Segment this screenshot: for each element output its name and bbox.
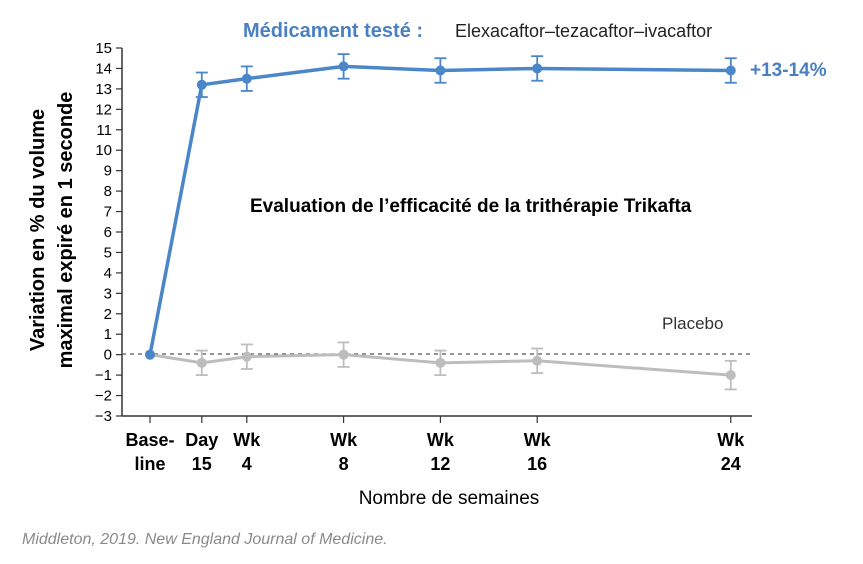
y-tick-label: 12: [95, 101, 112, 118]
x-tick-label-bottom: line: [134, 454, 165, 474]
drug-point: [196, 79, 207, 90]
y-tick-label: 4: [104, 265, 112, 282]
y-tick-label: 7: [104, 204, 112, 221]
placebo-point: [241, 351, 252, 362]
y-tick-label: 1: [104, 326, 112, 343]
x-tick-label-bottom: 16: [527, 454, 547, 474]
y-tick-label: 11: [96, 122, 112, 139]
x-tick-label-bottom: 12: [430, 454, 450, 474]
y-tick-label: −2: [95, 388, 112, 405]
y-axis-label-line-1: Variation en % du volume: [27, 109, 49, 351]
y-tick-label: 8: [104, 183, 112, 200]
header-label: Médicament testé :: [243, 20, 423, 42]
drug-point: [435, 65, 446, 76]
x-tick-label-bottom: 8: [339, 454, 349, 474]
x-axis-label: Nombre de semaines: [359, 488, 540, 509]
y-axis-label-line-2: maximal expiré en 1 seconde: [55, 92, 77, 369]
y-tick-label: 5: [104, 244, 112, 261]
y-tick-label: 9: [104, 163, 112, 180]
y-tick-label: 15: [95, 40, 112, 57]
chart-title: Evaluation de l’efficacité de la trithér…: [250, 196, 692, 217]
x-tick-label-top: Day: [185, 430, 218, 450]
x-tick-label-bottom: 24: [721, 454, 741, 474]
y-tick-label: 6: [104, 224, 112, 241]
placebo-point: [196, 357, 207, 368]
x-ticks: Base-line Day 15 Wk 4 Wk 8 Wk 12 Wk 16 Wk 24: [125, 416, 745, 474]
y-tick-label: 13: [95, 81, 112, 98]
x-tick-label-bottom: 15: [192, 454, 212, 474]
y-tick-label: 3: [104, 285, 112, 302]
x-tick-label-top: Wk: [524, 430, 552, 450]
x-tick-label-top: Wk: [330, 430, 358, 450]
drug-point: [532, 63, 543, 74]
drug-point: [338, 61, 349, 72]
x-tick-label-bottom: 4: [242, 454, 252, 474]
y-tick-label: 14: [95, 60, 112, 77]
y-tick-label: −1: [95, 367, 112, 384]
drug-point: [725, 65, 736, 76]
placebo-point: [338, 349, 349, 360]
drug-point: [145, 349, 155, 360]
drug-end-label: +13-14%: [750, 60, 827, 81]
placebo-point: [435, 357, 446, 368]
y-tick-label: 2: [104, 306, 112, 323]
y-tick-label: 10: [95, 142, 112, 159]
x-tick-label-top: Wk: [717, 430, 745, 450]
drug-point: [241, 73, 252, 84]
y-tick-label: −3: [95, 408, 112, 425]
series-drug: [145, 53, 737, 360]
source-citation: Middleton, 2019. New England Journal of …: [22, 531, 388, 548]
series-placebo: [145, 341, 737, 391]
x-tick-label-top: Base-: [125, 430, 174, 450]
placebo-point: [532, 355, 543, 366]
x-tick-label-top: Wk: [233, 430, 261, 450]
x-tick-label-top: Wk: [427, 430, 455, 450]
placebo-point: [725, 370, 736, 381]
y-tick-label: 0: [104, 347, 112, 364]
header-drug: Elexacaftor–tezacaftor–ivacaftor: [455, 21, 712, 41]
placebo-end-label: Placebo: [662, 314, 723, 333]
